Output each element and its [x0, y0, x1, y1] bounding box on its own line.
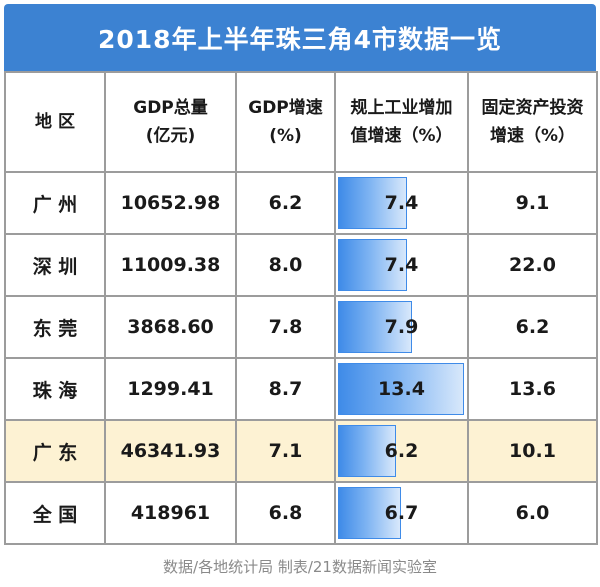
industry-growth-value: 13.4: [378, 378, 425, 400]
header-industry-growth-line2: 值增速（%）: [350, 126, 453, 146]
gdp-growth-cell: 7.8: [235, 295, 336, 359]
gdp-growth-cell: 6.2: [235, 171, 336, 235]
table-body: 广 州 10652.98 6.2 7.4 9.1 深 圳 11009.38 8.0 7.4 22.…: [4, 171, 598, 545]
header-row: 地 区 GDP总量 (亿元) GDP增速 (%) 规上工业增加 值增速（%） 固定资产…: [4, 71, 598, 173]
header-region: 地 区: [4, 71, 106, 173]
gdp-total-cell: 418961: [104, 481, 237, 545]
data-table: 地 区 GDP总量 (亿元) GDP增速 (%) 规上工业增加 值增速（%） 固定资产…: [4, 71, 598, 545]
gdp-total-cell: 46341.93: [104, 419, 237, 483]
industry-growth-cell: 6.7: [334, 481, 469, 545]
header-industry-growth-line1: 规上工业增加: [350, 98, 453, 118]
region-cell: 广 州: [4, 171, 106, 235]
fixed-invest-cell: 22.0: [467, 233, 598, 297]
table-row: 东 莞 3868.60 7.8 7.9 6.2: [4, 295, 598, 359]
region-cell: 东 莞: [4, 295, 106, 359]
industry-growth-cell: 7.4: [334, 233, 469, 297]
table-row: 全 国 418961 6.8 6.7 6.0: [4, 481, 598, 545]
gdp-growth-cell: 6.8: [235, 481, 336, 545]
industry-growth-value: 7.9: [384, 316, 419, 338]
header-industry-growth: 规上工业增加 值增速（%）: [334, 71, 469, 173]
gdp-growth-cell: 8.7: [235, 357, 336, 421]
industry-growth-bar: [338, 487, 401, 539]
industry-growth-value: 7.4: [384, 254, 419, 276]
gdp-total-cell: 11009.38: [104, 233, 237, 297]
industry-growth-bar: [338, 363, 464, 415]
industry-growth-bar: [338, 301, 413, 353]
industry-growth-bar: [338, 239, 408, 291]
table-row: 珠 海 1299.41 8.7 13.4 13.6: [4, 357, 598, 421]
region-cell: 深 圳: [4, 233, 106, 297]
header-gdp-total-line1: GDP总量: [133, 98, 208, 118]
industry-growth-cell: 7.4: [334, 171, 469, 235]
industry-growth-bar: [338, 425, 397, 477]
header-region-label: 地 区: [35, 112, 75, 132]
gdp-total-cell: 3868.60: [104, 295, 237, 359]
region-cell: 广 东: [4, 419, 106, 483]
table-row: 广 州 10652.98 6.2 7.4 9.1: [4, 171, 598, 235]
industry-growth-cell: 6.2: [334, 419, 469, 483]
header-fixed-invest-line1: 固定资产投资: [481, 98, 584, 118]
industry-growth-value: 6.7: [384, 502, 419, 524]
gdp-total-cell: 1299.41: [104, 357, 237, 421]
header-fixed-invest: 固定资产投资 增速（%）: [467, 71, 598, 173]
industry-growth-bar: [338, 177, 408, 229]
header-gdp-total: GDP总量 (亿元): [104, 71, 237, 173]
gdp-total-cell: 10652.98: [104, 171, 237, 235]
table-row: 深 圳 11009.38 8.0 7.4 22.0: [4, 233, 598, 297]
header-gdp-growth-line2: (%): [269, 126, 302, 146]
region-cell: 全 国: [4, 481, 106, 545]
header-fixed-invest-line2: 增速（%）: [489, 126, 576, 146]
header-gdp-growth-line1: GDP增速: [248, 98, 323, 118]
source-note: 数据/各地统计局 制表/21数据新闻实验室: [163, 558, 437, 576]
header-gdp-total-line2: (亿元): [145, 126, 196, 146]
fixed-invest-cell: 6.0: [467, 481, 598, 545]
gdp-growth-cell: 8.0: [235, 233, 336, 297]
gdp-growth-cell: 7.1: [235, 419, 336, 483]
table-title: 2018年上半年珠三角4市数据一览: [4, 4, 596, 71]
region-cell: 珠 海: [4, 357, 106, 421]
table-row: 广 东 46341.93 7.1 6.2 10.1: [4, 419, 598, 483]
industry-growth-value: 6.2: [384, 440, 419, 462]
industry-growth-value: 7.4: [384, 192, 419, 214]
fixed-invest-cell: 9.1: [467, 171, 598, 235]
fixed-invest-cell: 13.6: [467, 357, 598, 421]
fixed-invest-cell: 6.2: [467, 295, 598, 359]
header-gdp-growth: GDP增速 (%): [235, 71, 336, 173]
industry-growth-cell: 7.9: [334, 295, 469, 359]
fixed-invest-cell: 10.1: [467, 419, 598, 483]
industry-growth-cell: 13.4: [334, 357, 469, 421]
